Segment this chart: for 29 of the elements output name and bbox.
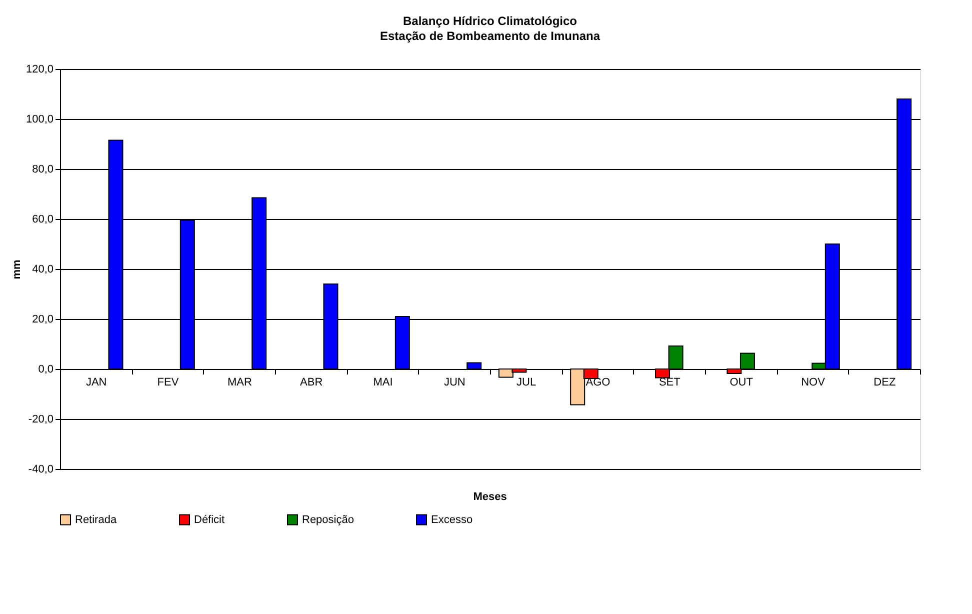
- x-tick-label: MAI: [373, 376, 393, 388]
- y-axis-title: mm: [10, 260, 23, 280]
- y-tick-label: 40,0: [32, 264, 54, 276]
- x-tick-label: JUN: [444, 376, 466, 388]
- chart-subtitle: Estação de Bombeamento de Imunana: [380, 29, 600, 43]
- y-tick-label: 0,0: [38, 364, 54, 376]
- y-tick-label: 20,0: [32, 314, 54, 326]
- x-tick-label: OUT: [730, 376, 754, 388]
- x-tick-label: NOV: [801, 376, 826, 388]
- y-tick-label: 60,0: [32, 214, 54, 226]
- y-tick-label: -20,0: [28, 414, 54, 426]
- x-tick-label: JUL: [516, 376, 536, 388]
- y-tick-label: 100,0: [26, 114, 54, 126]
- x-tick-label: FEV: [157, 376, 180, 388]
- x-tick-label: JAN: [86, 376, 107, 388]
- x-tick-label: ABR: [300, 376, 323, 388]
- legend-label: Retirada: [75, 514, 118, 526]
- bar: [466, 362, 482, 370]
- y-tick-label: -40,0: [28, 464, 54, 476]
- x-tick-label: MAR: [227, 376, 252, 388]
- legend-label: Reposição: [302, 514, 354, 526]
- y-tick-label: 120,0: [26, 64, 54, 76]
- x-axis-title: Meses: [473, 491, 507, 503]
- x-tick-label: DEZ: [874, 376, 896, 388]
- legend-label: Déficit: [194, 514, 225, 526]
- y-tick-label: 80,0: [32, 164, 54, 176]
- chart-title: Balanço Hídrico Climatológico: [402, 14, 578, 28]
- legend-label: Excesso: [431, 514, 473, 526]
- x-tick-label: SET: [658, 376, 681, 388]
